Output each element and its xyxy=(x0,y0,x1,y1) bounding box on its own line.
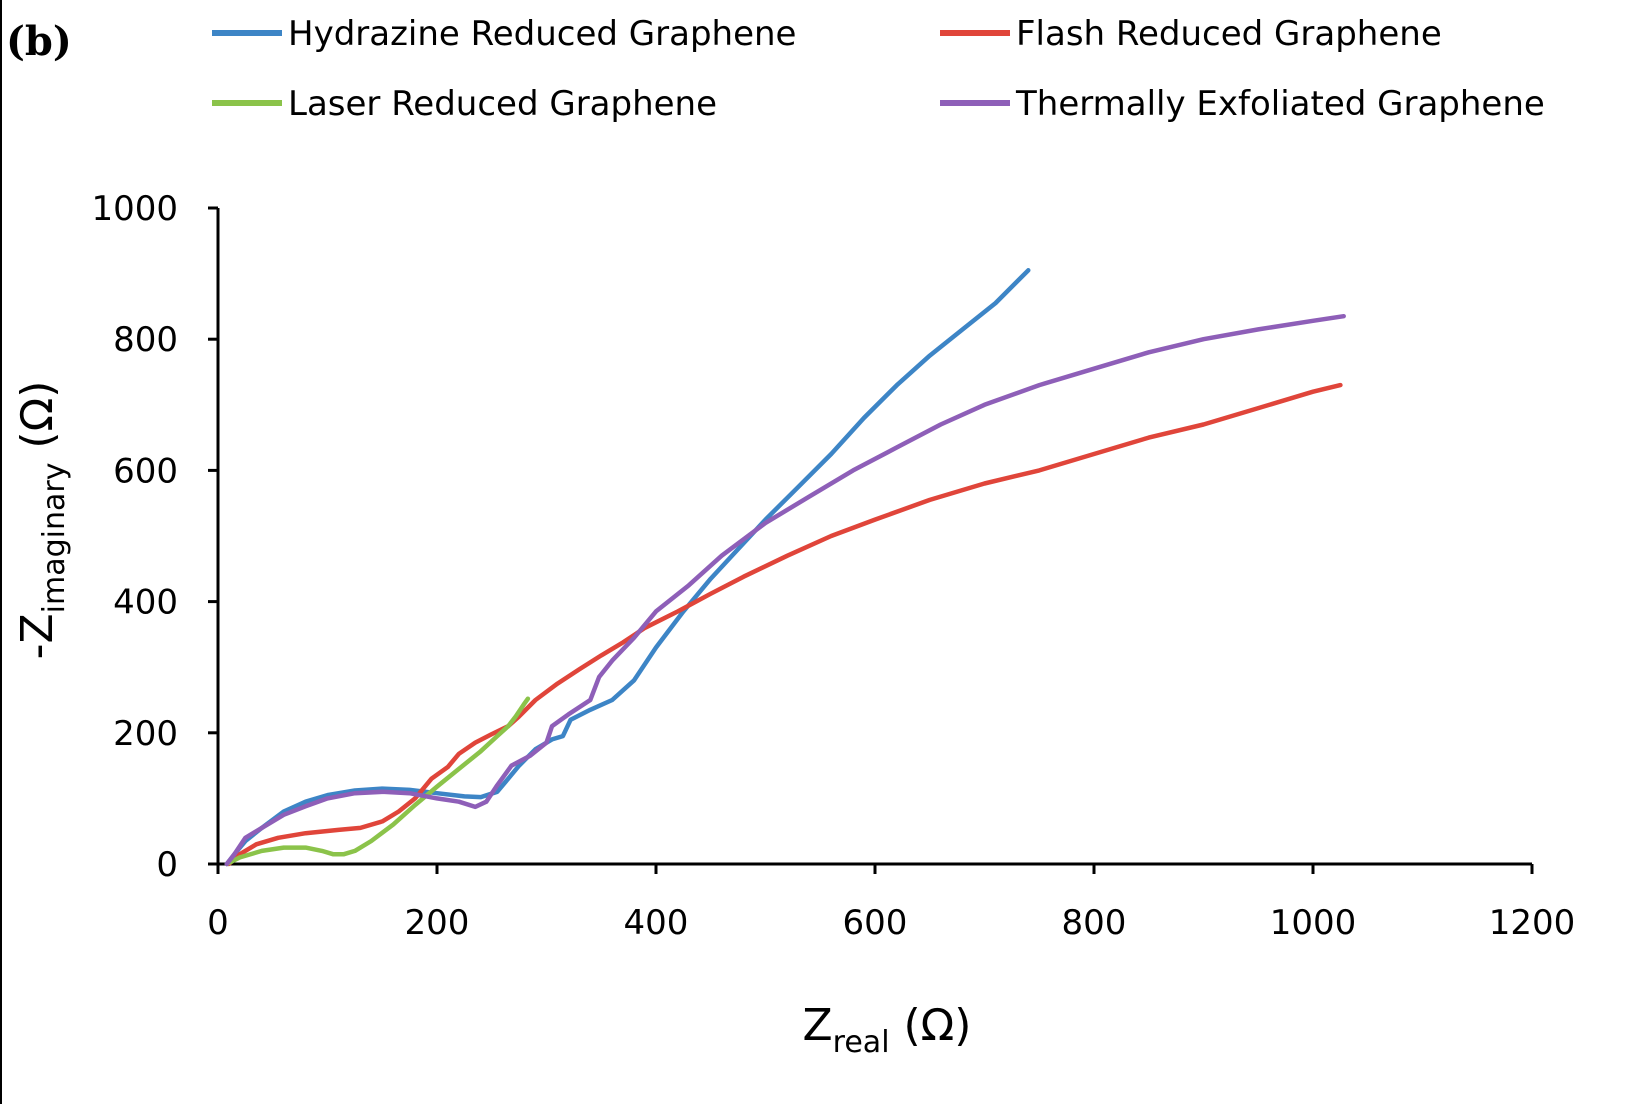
x-tick-label: 1000 xyxy=(1270,903,1357,943)
x-axis-label: Zreal (Ω) xyxy=(803,1000,972,1060)
legend-entry: Hydrazine Reduced Graphene xyxy=(288,14,796,54)
panel-label: (b) xyxy=(6,18,72,65)
x-tick-label: 600 xyxy=(843,903,908,943)
series-line-laser-reduced-graphene xyxy=(224,696,531,867)
legend-entry: Flash Reduced Graphene xyxy=(1016,14,1442,54)
axes: 0 200 400 600 800 1000 0 200 400 600 800 1000 1200 xyxy=(91,189,1575,943)
y-tick-label: 200 xyxy=(113,714,178,754)
x-tick-label: 0 xyxy=(207,903,229,943)
series-line-hydrazine-reduced-graphene xyxy=(224,268,1031,867)
legend-entry: Thermally Exfoliated Graphene xyxy=(1015,84,1545,124)
y-axis-label: -Zimaginary (Ω) xyxy=(12,381,72,660)
series-line-flash-reduced-graphene xyxy=(226,382,1343,867)
legend: Hydrazine Reduced Graphene Flash Reduced … xyxy=(212,14,1545,124)
x-tick-label: 200 xyxy=(405,903,470,943)
y-tick-label: 800 xyxy=(113,320,178,360)
left-border xyxy=(0,0,2,1104)
y-tick-label: 1000 xyxy=(91,189,178,229)
plot-area xyxy=(224,268,1346,867)
series-line-thermally-exfoliated-graphene xyxy=(224,313,1346,867)
y-tick-label: 400 xyxy=(113,583,178,623)
axis-labels: Zreal (Ω) -Zimaginary (Ω) xyxy=(12,381,971,1060)
x-tick-label: 400 xyxy=(624,903,689,943)
y-tick-label: 0 xyxy=(156,845,178,885)
x-tick-label: 1200 xyxy=(1489,903,1576,943)
x-tick-label: 800 xyxy=(1062,903,1127,943)
legend-entry: Laser Reduced Graphene xyxy=(288,84,717,124)
y-tick-label: 600 xyxy=(113,451,178,491)
